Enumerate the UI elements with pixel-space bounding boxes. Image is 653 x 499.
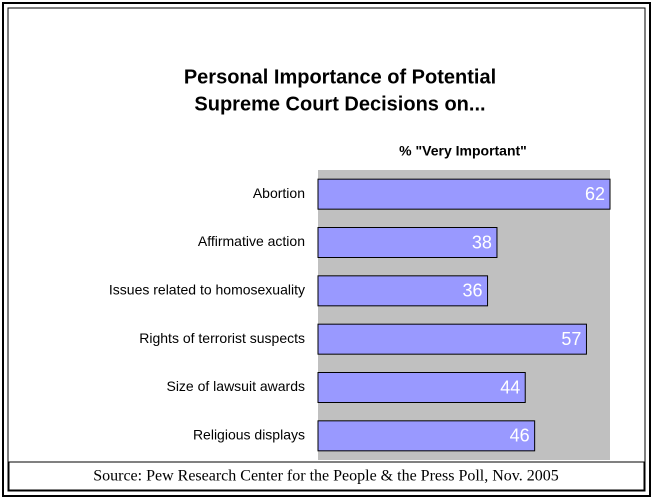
value-label: 38 xyxy=(472,232,492,252)
bar xyxy=(317,178,611,210)
category-label: Rights of terrorist suspects xyxy=(139,330,305,346)
category-label: Size of lawsuit awards xyxy=(166,378,305,394)
inner-frame xyxy=(7,7,646,492)
value-label: 62 xyxy=(585,184,605,204)
bar xyxy=(317,323,587,355)
source: Source: Pew Research Center for the Peop… xyxy=(93,468,559,485)
value-label: 36 xyxy=(463,281,483,301)
value-label: 57 xyxy=(561,329,581,349)
value-label: 44 xyxy=(500,377,520,397)
bar xyxy=(317,420,536,452)
bar xyxy=(317,372,526,403)
chart-subtitle: % "Very Important" xyxy=(399,143,527,159)
bar xyxy=(317,227,498,258)
source-box xyxy=(8,461,645,491)
chart-title: Personal Importance of Potential xyxy=(184,66,496,88)
plot-area xyxy=(318,170,610,460)
category-label: Issues related to homosexuality xyxy=(109,282,305,298)
category-label: Affirmative action xyxy=(198,233,305,249)
chart-title: Supreme Court Decisions on... xyxy=(194,93,485,115)
bar xyxy=(317,275,489,307)
value-label: 46 xyxy=(510,426,530,446)
category-label: Religious displays xyxy=(193,427,305,443)
category-label: Abortion xyxy=(253,185,305,201)
